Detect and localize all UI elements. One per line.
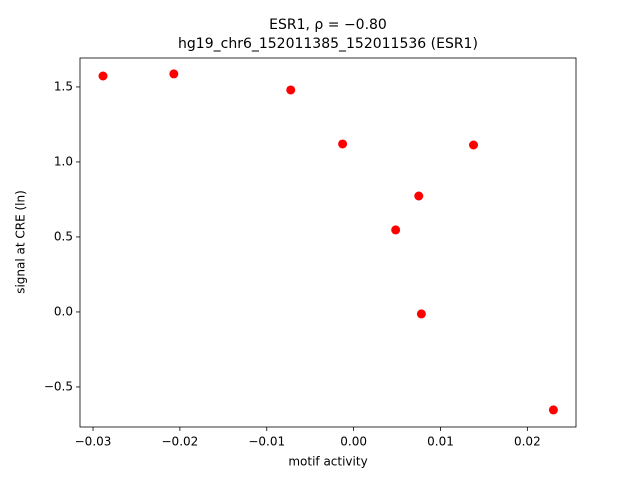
y-tick-label: 1.0	[54, 154, 73, 168]
y-tick-label: 0.0	[54, 304, 73, 318]
x-tick-label: −0.02	[162, 435, 199, 449]
y-axis-label: signal at CRE (ln)	[14, 190, 28, 294]
point	[548, 405, 558, 415]
x-axis-label: motif activity	[288, 455, 367, 469]
point	[391, 225, 401, 235]
plot-frame	[79, 57, 577, 428]
y-tick-label: 0.5	[54, 229, 73, 243]
x-tick-label: 0.02	[514, 435, 541, 449]
x-tick-label: 0.00	[340, 435, 367, 449]
point	[416, 309, 426, 319]
point	[98, 71, 108, 81]
x-tick-label: 0.01	[427, 435, 454, 449]
point	[286, 85, 296, 95]
point	[414, 191, 424, 201]
point	[468, 140, 478, 150]
chart-subtitle: hg19_chr6_152011385_152011536 (ESR1)	[178, 36, 478, 52]
x-tick-label: −0.01	[248, 435, 285, 449]
point	[338, 139, 348, 149]
point	[169, 69, 179, 79]
x-tick-label: −0.03	[75, 435, 112, 449]
y-tick-label: −0.5	[44, 379, 73, 393]
y-tick-label: 1.5	[54, 79, 73, 93]
chart-title: ESR1, ρ = −0.80	[269, 17, 387, 33]
